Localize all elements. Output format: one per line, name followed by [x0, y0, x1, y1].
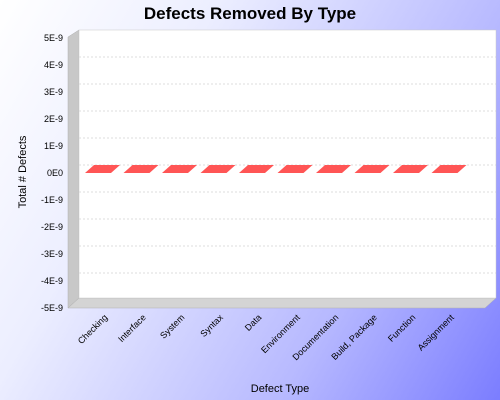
y-tick-label: 2E-9	[44, 114, 63, 124]
bar	[431, 165, 467, 173]
plot-area	[78, 29, 497, 299]
bar	[354, 165, 390, 173]
y-axis-ticks: 5E-9 4E-9 3E-9 2E-9 1E-9 0E0 -1E-9 -2E-9 -3E-9 -4…	[41, 33, 63, 313]
bar	[239, 165, 274, 173]
bar	[277, 165, 313, 173]
x-tick-label: Interface	[116, 312, 148, 344]
y-tick-label: -4E-9	[41, 276, 63, 286]
bar	[162, 165, 197, 173]
y-tick-label: 1E-9	[44, 141, 63, 151]
y-tick-label: -1E-9	[41, 195, 63, 205]
y-tick-label: -5E-9	[41, 303, 63, 313]
chart-title: Defects Removed By Type	[144, 4, 356, 23]
bars	[85, 165, 467, 173]
y-tick-label: -2E-9	[41, 222, 63, 232]
plot-floor	[67, 297, 497, 309]
y-axis-label: Total # Defects	[17, 135, 29, 208]
x-tick-label: Function	[386, 312, 417, 343]
x-axis-ticks: Checking Interface System Syntax DataEnviron…	[76, 312, 456, 362]
y-tick-label: 3E-9	[44, 87, 63, 97]
bar	[393, 165, 428, 173]
x-axis-label: Defect Type	[251, 383, 310, 395]
bar	[316, 165, 351, 173]
plot-left-wall	[67, 29, 80, 309]
bar	[85, 165, 120, 173]
y-tick-label: 0E0	[47, 168, 63, 178]
x-tick-label: Syntax	[198, 312, 225, 339]
y-tick-label: 5E-9	[44, 33, 63, 43]
x-tick-label: Data	[243, 312, 264, 333]
x-tick-label: Assignment	[416, 312, 457, 353]
bar	[200, 165, 236, 173]
y-tick-label: 4E-9	[44, 60, 63, 70]
bar	[123, 165, 159, 173]
x-tick-label: Checking	[76, 312, 110, 346]
y-tick-label: -3E-9	[41, 249, 63, 259]
x-tick-label: System	[158, 312, 186, 340]
